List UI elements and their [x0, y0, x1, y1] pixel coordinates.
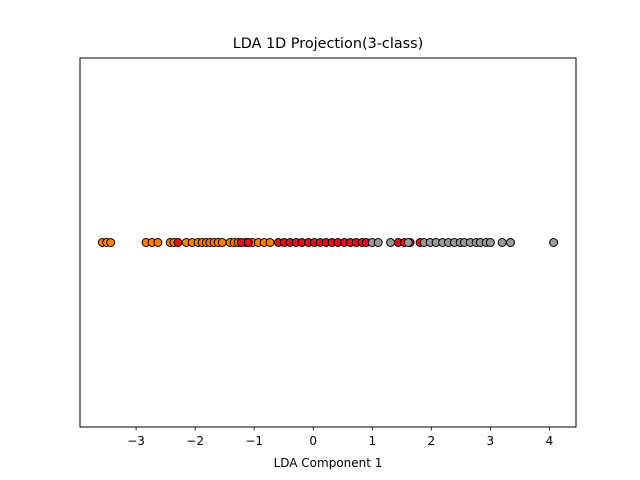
data-point: [373, 238, 383, 247]
x-axis-ticks: −3 −2 −1 0 1 2 3 4: [127, 427, 553, 448]
data-point: [497, 238, 507, 247]
data-point: [265, 238, 275, 247]
x-tick-label: −2: [186, 434, 204, 448]
data-point: [506, 238, 515, 247]
data-point: [485, 238, 495, 247]
x-tick-label: 0: [309, 434, 317, 448]
data-point: [549, 238, 559, 247]
data-point: [217, 238, 227, 247]
x-tick-label: 3: [487, 434, 495, 448]
data-point: [386, 238, 396, 247]
chart-title: LDA 1D Projection(3-class): [233, 36, 424, 52]
x-axis-label: LDA Component 1: [274, 456, 383, 470]
x-tick-label: 1: [368, 434, 376, 448]
x-tick-label: −3: [127, 434, 145, 448]
data-point: [243, 238, 253, 247]
data-point: [403, 238, 413, 247]
data-point: [106, 238, 116, 247]
data-point: [153, 238, 163, 247]
axes-frame: [79, 57, 577, 428]
x-tick-label: −1: [245, 434, 263, 448]
x-tick-label: 2: [428, 434, 436, 448]
data-point: [173, 238, 183, 247]
x-tick-label: 4: [546, 434, 554, 448]
plot-area: [97, 238, 559, 247]
series-class-2: [367, 238, 559, 247]
